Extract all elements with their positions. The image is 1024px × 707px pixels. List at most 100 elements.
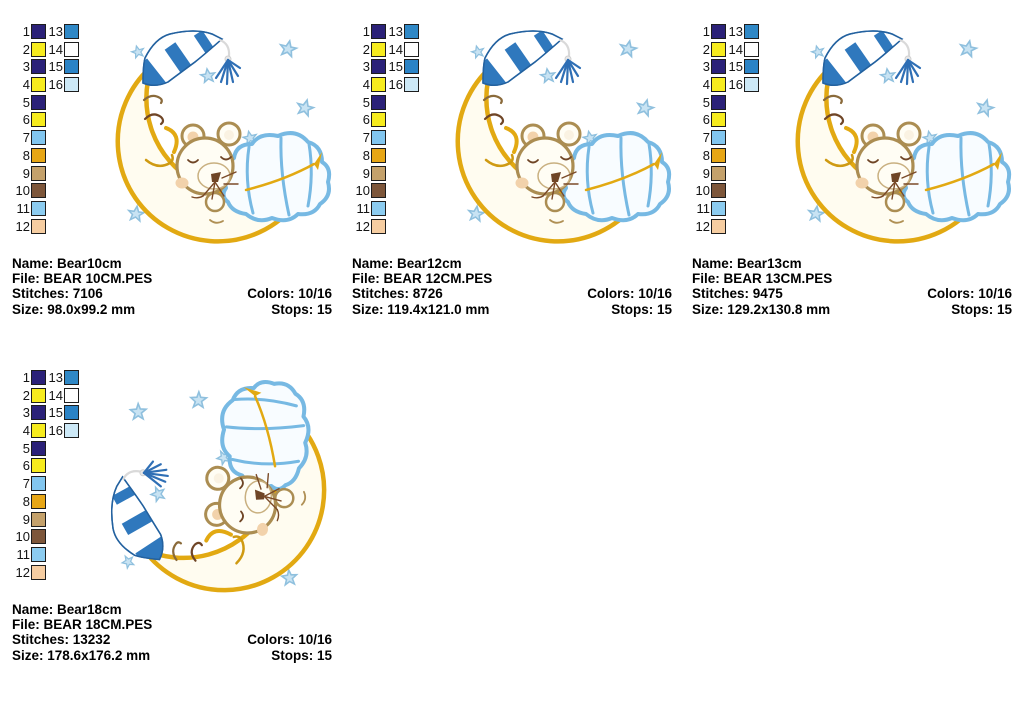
palette-row: 4 16 <box>12 423 79 439</box>
colors-pair: Colors: 10/16 <box>927 286 1012 301</box>
thread-number: 8 <box>22 147 30 163</box>
name-label: Name: <box>12 256 54 271</box>
palette-row: 4 16 <box>12 77 79 93</box>
palette-row: 7 <box>352 130 419 146</box>
thread-color-swatch <box>371 41 386 57</box>
thread-number: 15 <box>48 405 63 421</box>
name-value: Bear12cm <box>397 256 462 271</box>
name-label: Name: <box>12 602 54 617</box>
design-name-line: Name: Bear10cm <box>12 256 332 271</box>
stops-label: Stops: <box>271 647 314 663</box>
thread-number: 9 <box>702 165 710 181</box>
palette-row: 5 <box>352 94 419 110</box>
thread-number: 3 <box>702 59 710 75</box>
thread-number: 1 <box>702 24 710 40</box>
colors-value: 10/16 <box>298 286 332 302</box>
palette-row: 6 <box>692 112 759 128</box>
file-label: File: <box>12 271 40 287</box>
palette-row: 4 16 <box>692 77 759 93</box>
stops-value: 15 <box>316 647 332 663</box>
thread-color-swatch <box>711 130 726 146</box>
thread-number: 2 <box>22 387 30 403</box>
thread-color-swatch <box>64 24 79 40</box>
thread-number: 5 <box>22 440 30 456</box>
thread-color-palette: 1 13 2 14 3 15 4 16 5 6 7 8 9 10 11 12 <box>12 24 79 236</box>
palette-row: 9 <box>692 165 759 181</box>
thread-number: 13 <box>388 24 403 40</box>
colors-label: Colors: <box>247 632 295 648</box>
thread-color-swatch <box>711 218 726 234</box>
thread-color-swatch <box>744 24 759 40</box>
thread-color-swatch <box>31 77 46 93</box>
design-name-line: Name: Bear13cm <box>692 256 1012 271</box>
thread-number: 14 <box>388 41 403 57</box>
thread-color-palette: 1 13 2 14 3 15 4 16 5 6 7 8 9 10 11 12 <box>12 370 79 582</box>
palette-row: 8 <box>692 147 759 163</box>
thread-color-swatch <box>711 41 726 57</box>
size-label: Size: <box>692 301 724 317</box>
thread-color-swatch <box>31 112 46 128</box>
name-value: Bear18cm <box>57 602 122 617</box>
palette-row: 8 <box>12 147 79 163</box>
colors-value: 10/16 <box>978 286 1012 302</box>
thread-color-swatch <box>371 130 386 146</box>
colors-value: 10/16 <box>638 286 672 302</box>
palette-row: 1 13 <box>12 24 79 40</box>
thread-number: 13 <box>48 24 63 40</box>
thread-number: 6 <box>702 112 710 128</box>
palette-row: 9 <box>12 165 79 181</box>
thread-number: 2 <box>702 41 710 57</box>
thread-number: 11 <box>16 546 31 562</box>
thread-color-swatch <box>711 59 726 75</box>
thread-color-swatch <box>31 59 46 75</box>
thread-color-swatch <box>744 41 759 57</box>
palette-row: 10 <box>12 529 79 545</box>
size-value: 178.6x176.2 mm <box>47 647 151 663</box>
stitches-pair: Stitches: 13232 <box>12 632 110 647</box>
palette-row: 2 14 <box>12 387 79 403</box>
thread-color-palette: 1 13 2 14 3 15 4 16 5 6 7 8 9 10 11 12 <box>352 24 419 236</box>
thread-color-swatch <box>404 77 419 93</box>
stitches-label: Stitches: <box>12 632 70 648</box>
thread-number: 14 <box>48 387 63 403</box>
thread-number: 9 <box>22 511 30 527</box>
stitches-pair: Stitches: 7106 <box>12 286 103 301</box>
thread-number: 16 <box>48 77 63 93</box>
thread-number: 7 <box>22 476 30 492</box>
thread-number: 3 <box>22 59 30 75</box>
thread-number: 9 <box>22 165 30 181</box>
thread-number: 6 <box>362 112 370 128</box>
thread-number: 4 <box>362 77 370 93</box>
thread-number: 13 <box>728 24 743 40</box>
design-panel: 1 13 2 14 3 15 4 16 5 6 7 8 9 10 11 12 Name: Bear18cm F… <box>8 362 348 707</box>
thread-color-swatch <box>711 94 726 110</box>
thread-color-swatch <box>744 59 759 75</box>
colors-pair: Colors: 10/16 <box>587 286 672 301</box>
thread-number: 10 <box>15 183 30 199</box>
thread-number: 10 <box>15 529 30 545</box>
thread-color-swatch <box>371 200 386 216</box>
stops-label: Stops: <box>951 301 994 317</box>
design-file-line: File: BEAR 13CM.PES <box>692 271 1012 286</box>
thread-color-swatch <box>711 112 726 128</box>
thread-color-swatch <box>371 165 386 181</box>
thread-number: 12 <box>355 218 370 234</box>
palette-row: 7 <box>692 130 759 146</box>
thread-number: 14 <box>48 41 63 57</box>
thread-number: 14 <box>728 41 743 57</box>
file-value: BEAR 10CM.PES <box>43 271 153 287</box>
thread-number: 6 <box>22 112 30 128</box>
thread-color-swatch <box>371 59 386 75</box>
thread-number: 7 <box>702 130 710 146</box>
thread-color-swatch <box>31 405 46 421</box>
palette-row: 4 16 <box>352 77 419 93</box>
thread-number: 15 <box>48 59 63 75</box>
thread-number: 5 <box>362 94 370 110</box>
bear-moon-embroidery-preview <box>780 16 1024 250</box>
thread-color-palette: 1 13 2 14 3 15 4 16 5 6 7 8 9 10 11 12 <box>692 24 759 236</box>
design-size-line: Size: 98.0x99.2 mm Stops: 15 <box>12 302 332 317</box>
bear-moon-design <box>458 31 669 241</box>
name-label: Name: <box>352 256 394 271</box>
size-label: Size: <box>352 301 384 317</box>
thread-number: 13 <box>48 370 63 386</box>
